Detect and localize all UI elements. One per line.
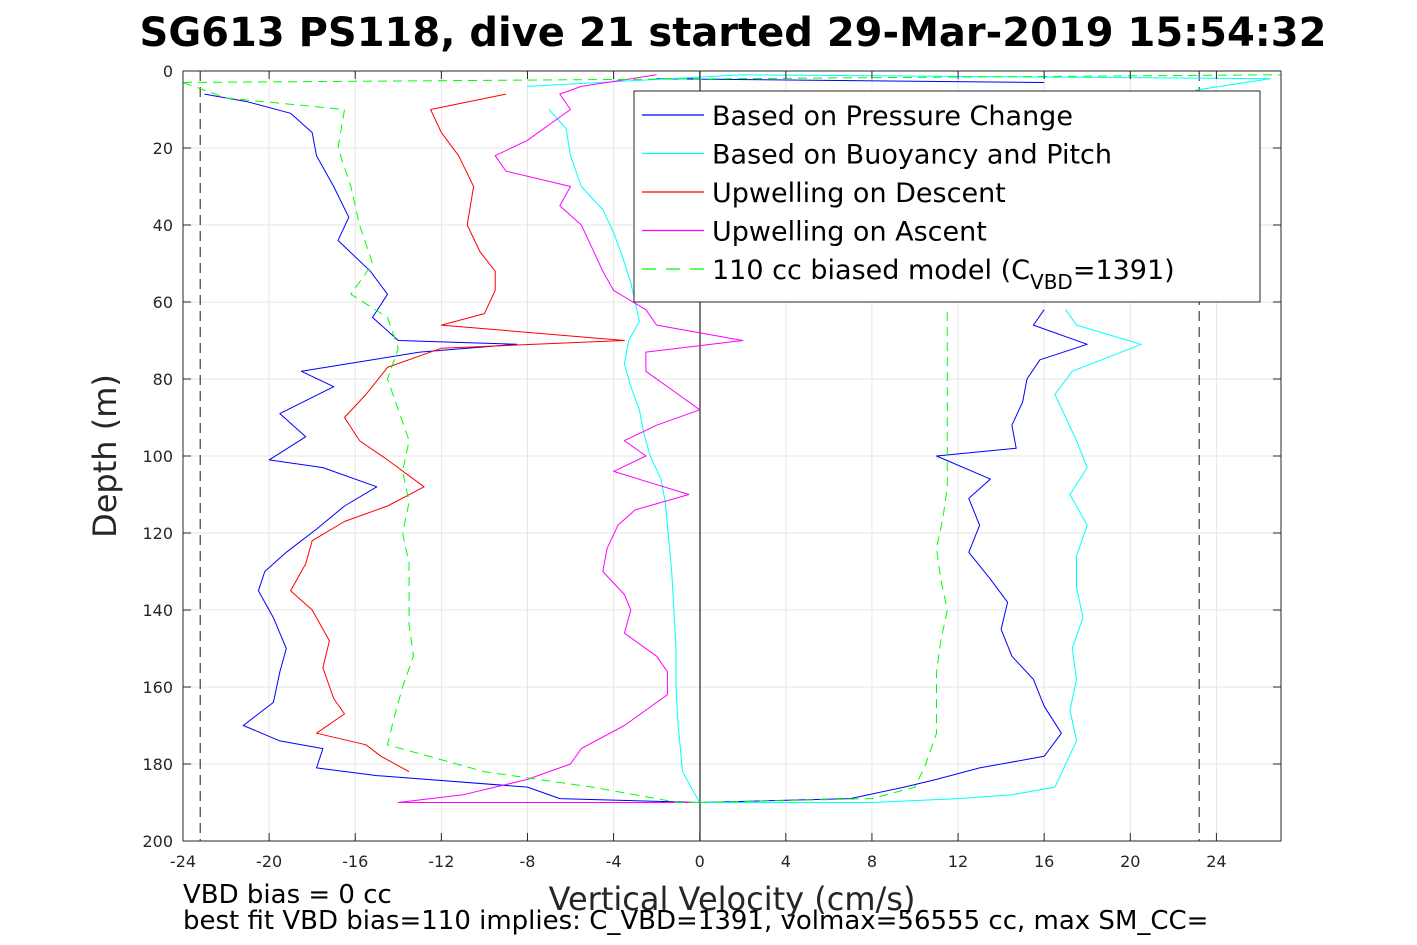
y-tick-label: 160	[142, 678, 173, 697]
y-tick-label: 40	[153, 216, 173, 235]
x-tick-label: -20	[256, 852, 282, 871]
legend-label: Upwelling on Ascent	[712, 217, 987, 248]
y-tick-label: 120	[142, 524, 173, 543]
series-line-0	[699, 309, 1088, 803]
chart-title: SG613 PS118, dive 21 started 29-Mar-2019…	[140, 10, 1327, 56]
x-axis-label: Vertical Velocity (cm/s)	[549, 880, 916, 918]
y-tick-label: 0	[163, 62, 173, 81]
x-tick-label: 20	[1120, 852, 1140, 871]
series-line-1	[699, 309, 1142, 803]
series-line-0	[204, 93, 700, 803]
x-tick-label: -4	[606, 852, 622, 871]
vbd-bias-note: VBD bias = 0 cc	[183, 880, 392, 910]
y-axis-ticks: 0 20 40 60 80 100 120 140 160 180 200	[142, 62, 1281, 851]
series-line-4	[182, 74, 1282, 83]
y-tick-label: 20	[153, 139, 173, 158]
series-line-1	[527, 74, 1271, 91]
legend-label: Based on Buoyancy and Pitch	[712, 140, 1112, 171]
series-group	[182, 74, 1282, 803]
x-tick-label: -16	[342, 852, 368, 871]
series-line-4	[699, 309, 948, 803]
x-tick-label: 8	[867, 852, 877, 871]
x-tick-label: -12	[428, 852, 454, 871]
legend: Based on Pressure Change Based on Buoyanc…	[633, 90, 1261, 303]
x-tick-label: 24	[1206, 852, 1226, 871]
x-tick-label: 0	[695, 852, 705, 871]
series-line-2	[290, 93, 625, 773]
y-tick-label: 80	[153, 370, 173, 389]
y-tick-label: 100	[142, 447, 173, 466]
best-fit-note: best fit VBD bias=110 implies: C_VBD=139…	[183, 906, 1208, 936]
x-tick-label: 16	[1034, 852, 1054, 871]
legend-label: Based on Pressure Change	[712, 101, 1073, 132]
y-tick-label: 60	[153, 293, 173, 312]
legend-label: 110 cc biased model (CVBD=1391)	[712, 255, 1175, 294]
x-tick-label: 4	[781, 852, 791, 871]
series-line-3	[397, 74, 744, 803]
x-tick-label: -24	[170, 852, 196, 871]
x-tick-label: 12	[948, 852, 968, 871]
series-line-1	[548, 109, 701, 803]
y-tick-label: 180	[142, 755, 173, 774]
series-line-4	[182, 82, 700, 803]
legend-box	[633, 90, 1261, 303]
y-axis-label: Depth (m)	[86, 374, 124, 538]
y-tick-label: 140	[142, 601, 173, 620]
x-axis-ticks: -24 -20 -16 -12 -8 -4 0 4 8 12 16 20 24	[170, 71, 1227, 871]
legend-label: Upwelling on Descent	[712, 178, 1006, 209]
y-tick-label: 200	[142, 832, 173, 851]
x-tick-label: -8	[519, 852, 535, 871]
